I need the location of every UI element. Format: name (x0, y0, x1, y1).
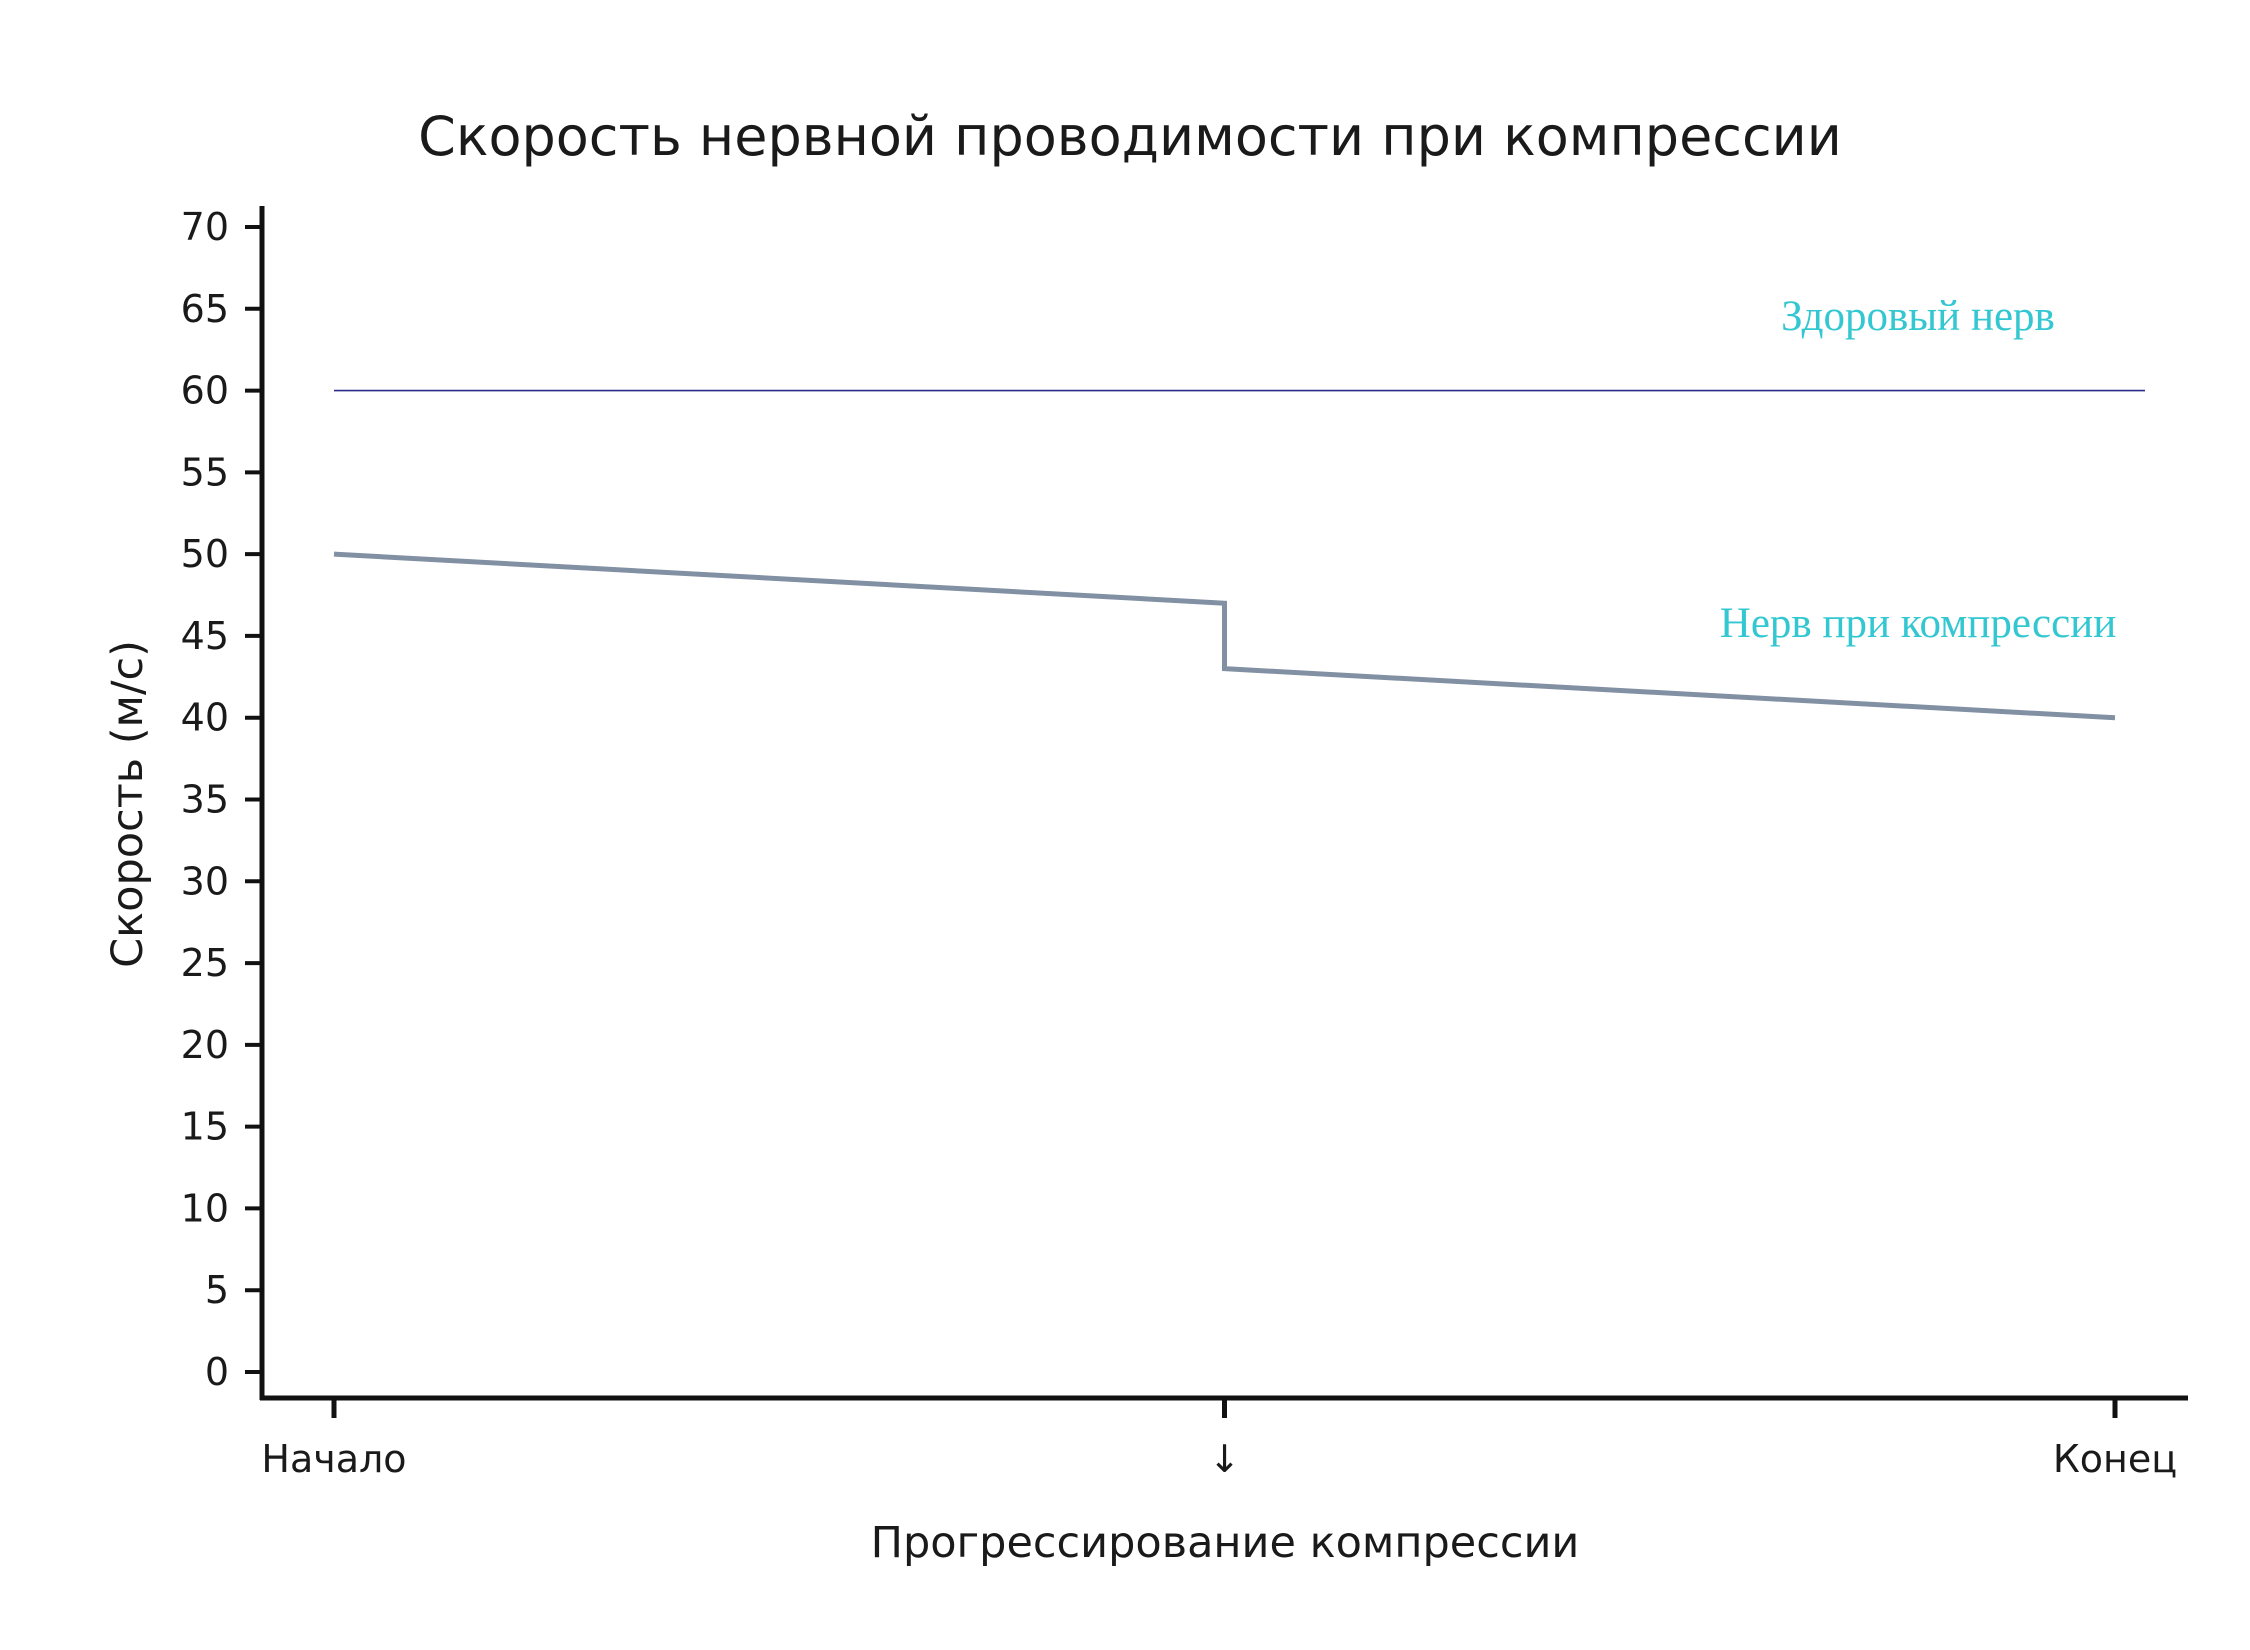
series-label-healthy: Здоровый нерв (1781, 293, 2055, 340)
y-tick-label: 50 (181, 532, 229, 576)
y-tick-label: 35 (181, 778, 229, 822)
y-tick-label: 5 (205, 1268, 229, 1312)
y-axis-label: Скорость (м/с) (103, 640, 153, 968)
y-tick-label: 0 (205, 1350, 229, 1394)
y-tick-label: 40 (181, 696, 229, 740)
chart-title: Скорость нервной проводимости при компре… (418, 105, 1842, 168)
x-tick-label: ↓ (1209, 1437, 1241, 1481)
x-tick-label: Начало (261, 1437, 406, 1481)
y-tick-label: 15 (181, 1105, 229, 1149)
y-tick-label: 70 (181, 205, 229, 249)
y-tick-label: 65 (181, 287, 229, 331)
series-line-2 (333, 551, 2116, 721)
series-label-compressed: Нерв при компрессии (1720, 600, 2116, 647)
y-tick-label: 30 (181, 859, 229, 903)
x-tick-label: Конец (2053, 1437, 2177, 1481)
series-lines (333, 389, 2145, 721)
y-tick-label: 60 (181, 369, 229, 413)
y-ticks: 0 5 10 15 20 25 30 35 40 45 50 55 60 65 70 (181, 205, 262, 1394)
y-tick-label: 45 (181, 614, 229, 658)
x-ticks: Начало ↓ Конец (261, 1398, 2177, 1481)
y-tick-label: 10 (181, 1186, 229, 1230)
y-tick-label: 20 (181, 1023, 229, 1067)
x-axis-label: Прогрессирование компрессии (871, 1518, 1580, 1568)
y-tick-label: 25 (181, 941, 229, 985)
y-tick-label: 55 (181, 450, 229, 494)
